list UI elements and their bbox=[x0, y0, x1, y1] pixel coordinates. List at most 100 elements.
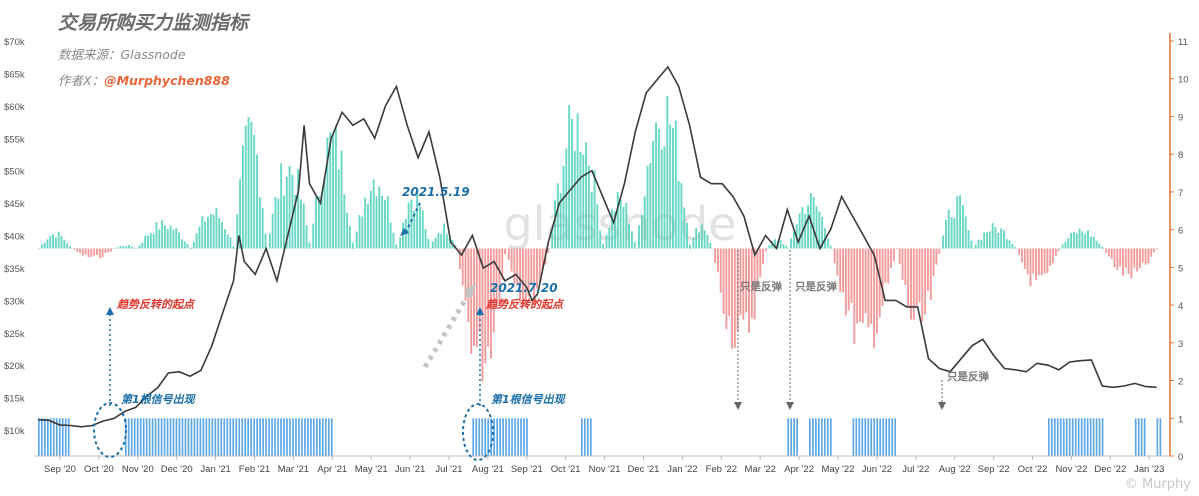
indicator-bar bbox=[706, 234, 709, 249]
indicator-bar bbox=[498, 248, 501, 305]
indicator-bar bbox=[590, 191, 593, 249]
indicator-bar bbox=[1040, 248, 1043, 276]
signal-bar bbox=[262, 418, 264, 456]
signal-bar bbox=[864, 418, 867, 456]
left-axis-tick: $10k bbox=[4, 426, 25, 437]
indicator-bar bbox=[1116, 248, 1119, 270]
indicator-bar bbox=[49, 235, 52, 249]
right-axis-tick: 6 bbox=[1178, 226, 1183, 237]
x-axis-tick: May '22 bbox=[822, 464, 855, 475]
indicator-bar bbox=[52, 234, 55, 249]
indicator-bar bbox=[329, 132, 332, 249]
indicator-bar bbox=[703, 230, 706, 249]
x-axis-tick: Sep '22 bbox=[978, 464, 1010, 475]
indicator-bar bbox=[1058, 248, 1061, 249]
signal-bar bbox=[154, 418, 157, 456]
indicator-bar bbox=[1113, 248, 1116, 268]
signal-bar bbox=[229, 418, 232, 456]
indicator-bar bbox=[964, 216, 967, 249]
indicator-bar bbox=[221, 222, 223, 249]
annotation-trend-start-left: 趋势反转的起点 bbox=[116, 298, 196, 311]
right-axis-tick: 4 bbox=[1178, 301, 1183, 312]
signal-bar bbox=[43, 418, 46, 456]
signal-bar bbox=[38, 418, 40, 456]
indicator-bar bbox=[765, 248, 768, 249]
signal-bar bbox=[520, 418, 522, 456]
indicator-bar bbox=[593, 170, 596, 249]
indicator-bar bbox=[926, 248, 929, 291]
right-axis-tick: 5 bbox=[1178, 263, 1183, 274]
signal-bar bbox=[142, 418, 145, 456]
signal-bar bbox=[873, 418, 876, 456]
indicator-bar bbox=[399, 237, 402, 249]
signal-bar bbox=[1062, 418, 1065, 456]
trend-arrow-head bbox=[464, 283, 476, 298]
x-axis-tick: Nov '22 bbox=[1055, 464, 1087, 475]
indicator-bar bbox=[764, 248, 767, 252]
x-axis-tick: Jul '21 bbox=[435, 464, 462, 475]
signal-bar bbox=[196, 418, 199, 456]
indicator-bar bbox=[264, 233, 267, 249]
signal-bar bbox=[244, 418, 247, 456]
indicator-bar bbox=[215, 208, 218, 249]
signal-bar bbox=[1047, 418, 1050, 456]
indicator-bar bbox=[878, 248, 881, 318]
signal-bar bbox=[493, 418, 496, 456]
indicator-bar bbox=[1008, 240, 1011, 249]
indicator-bar bbox=[994, 226, 997, 249]
rebound-arrow-head bbox=[734, 402, 742, 410]
indicator-bar bbox=[1037, 248, 1040, 276]
signal-bar bbox=[205, 418, 208, 456]
indicator-bar bbox=[530, 248, 533, 285]
signal-bar bbox=[787, 418, 790, 456]
indicator-bar bbox=[418, 206, 421, 249]
indicator-bar bbox=[695, 227, 698, 249]
indicator-bar bbox=[938, 248, 941, 254]
signal-bar bbox=[184, 418, 187, 456]
indicator-bar bbox=[1119, 248, 1122, 267]
signal-bar bbox=[214, 418, 217, 456]
signal-bar bbox=[238, 418, 241, 456]
indicator-bar bbox=[186, 243, 189, 249]
indicator-bar bbox=[125, 246, 128, 249]
indicator-bar bbox=[440, 233, 443, 249]
indicator-bar bbox=[1122, 248, 1124, 276]
author-line: 作者X：@Murphychen888 bbox=[58, 70, 248, 89]
arrow-right-head bbox=[476, 307, 484, 315]
indicator-bar bbox=[413, 210, 416, 249]
signal-bar bbox=[505, 418, 507, 456]
corner-watermark: © Murphy bbox=[1124, 477, 1191, 492]
indicator-bar bbox=[1084, 234, 1087, 249]
signal-bar bbox=[882, 418, 885, 456]
indicator-bar bbox=[585, 142, 588, 249]
highlight-ellipse-right bbox=[462, 403, 494, 461]
indicator-bar bbox=[562, 165, 565, 249]
indicator-bar bbox=[1043, 248, 1046, 274]
indicator-bar bbox=[672, 127, 674, 249]
signal-bar bbox=[268, 418, 270, 456]
indicator-bar bbox=[582, 154, 585, 249]
indicator-bar bbox=[646, 165, 649, 249]
x-axis-tick: Dec '20 bbox=[161, 464, 193, 475]
signal-bar bbox=[790, 418, 793, 456]
indicator-bar bbox=[1089, 236, 1092, 249]
x-axis-tick: Oct '20 bbox=[84, 464, 114, 475]
indicator-bar bbox=[762, 248, 765, 265]
indicator-bar bbox=[367, 204, 369, 249]
indicator-bar bbox=[166, 229, 169, 249]
signal-bar bbox=[67, 418, 70, 456]
signal-bar bbox=[277, 418, 279, 456]
indicator-bar bbox=[688, 244, 691, 249]
indicator-bar bbox=[239, 178, 242, 249]
signal-bar bbox=[1095, 418, 1098, 456]
signal-bar bbox=[226, 418, 229, 456]
indicator-bar bbox=[915, 248, 918, 306]
author-handle: @Murphychen888 bbox=[104, 73, 230, 88]
signal-bar bbox=[163, 418, 166, 456]
x-axis-tick: Jun '22 bbox=[862, 464, 892, 475]
indicator-bar bbox=[714, 248, 717, 263]
indicator-bar bbox=[556, 183, 559, 249]
indicator-bar bbox=[1087, 230, 1089, 249]
indicator-bar bbox=[244, 125, 247, 249]
signal-bar bbox=[1086, 418, 1089, 456]
